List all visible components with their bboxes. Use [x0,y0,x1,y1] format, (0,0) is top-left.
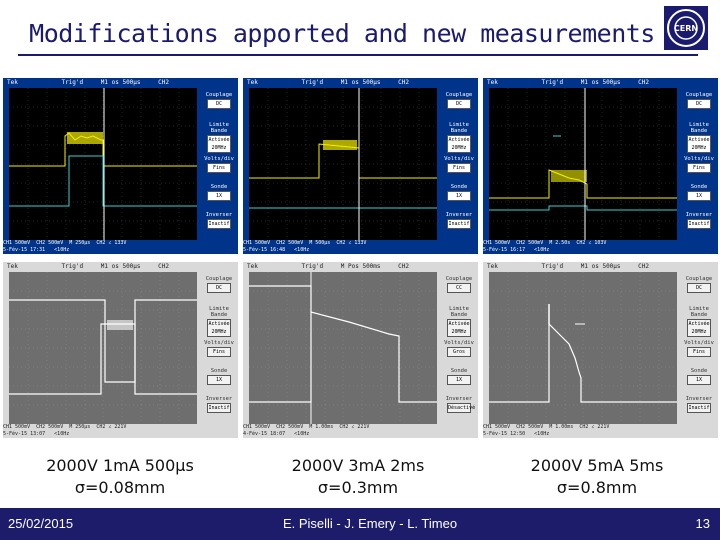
scope-status-bar: CH1 500mV CH2 500mV M 250µs CH2 ∠ 133V 5… [3,240,238,254]
scope-status-bar: CH1 500mV CH2 500mV M 250µs CH2 ∠ 221V 5… [3,424,127,437]
caption-1: 2000V 1mA 500µs σ=0.08mm [5,455,235,499]
scope-screen [249,272,437,424]
caption-settings: 2000V 5mA 5ms [530,456,664,475]
scope-topbar: Tek Trig'd M1 os 500µs CH2 [483,78,718,88]
scope-side-menu: Couplage DC Limite Bande Activée 20MHz Vol… [444,92,474,229]
scope-screen [249,88,437,240]
scope-topbar: Tek Trig'd M Pos 500ms CH2 [247,263,409,270]
footer-date: 25/02/2015 [8,516,74,531]
caption-settings: 2000V 3mA 2ms [291,456,425,475]
scope-status-bar: CH1 500mV CH2 500mV M 2.50s CH2 ∠ 103V 5… [483,240,718,254]
footer-bar [0,508,720,540]
oscilloscope-screenshot-5: Tek Trig'd M Pos 500ms CH2 Couplage CC Li… [243,262,478,438]
scope-screen [9,88,197,240]
scope-screen [9,272,197,424]
scope-side-menu: Couplage DC Limite Bande Activée 20MHz Vol… [684,276,714,413]
caption-sigma: σ=0.08mm [74,478,166,497]
scope-topbar: Tek Trig'd M1 os 500µs CH2 [7,263,169,270]
slide-title: Modifications apported and new measureme… [29,19,655,48]
scope-side-menu: Couplage DC Limite Bande Activée 20MHz Vol… [204,92,234,229]
page-number: 13 [695,516,710,531]
scope-status-bar: CH1 500mV CH2 500mV M 1.00ms CH2 ∠ 221V … [243,424,370,437]
svg-text:CERN: CERN [674,24,698,33]
caption-sigma: σ=0.3mm [317,478,399,497]
scope-topbar: Tek Trig'd M1 os 500µs CH2 [487,263,649,270]
scope-topbar: Tek Trig'd M1 os 500µs CH2 [3,78,238,88]
scope-screen [489,88,677,240]
title-underline [18,54,698,56]
cern-logo-icon: CERN [664,6,708,50]
oscilloscope-screenshot-6: Tek Trig'd M1 os 500µs CH2 Couplage DC Li… [483,262,718,438]
caption-3: 2000V 5mA 5ms σ=0.8mm [482,455,712,499]
scope-topbar: Tek Trig'd M1 os 500µs CH2 [243,78,478,88]
oscilloscope-screenshot-3: Tek Trig'd M1 os 500µs CH2 Couplage DC Li… [483,78,718,254]
oscilloscope-screenshot-2: Tek Trig'd M1 os 500µs CH2 Couplage DC Li… [243,78,478,254]
oscilloscope-screenshot-4: Tek Trig'd M1 os 500µs CH2 Couplage DC Li… [3,262,238,438]
scope-side-menu: Couplage DC Limite Bande Activée 20MHz Vol… [684,92,714,229]
oscilloscope-screenshot-1: Tek Trig'd M1 os 500µs CH2 Couplage DC Li… [3,78,238,254]
scope-status-bar: CH1 500mV CH2 500mV M 1.00ms CH2 ∠ 221V … [483,424,610,437]
caption-sigma: σ=0.8mm [556,478,638,497]
scope-side-menu: Couplage CC Limite Bande Activée 20MHz Vol… [444,276,476,413]
caption-2: 2000V 3mA 2ms σ=0.3mm [243,455,473,499]
scope-screen [489,272,677,424]
footer-authors: E. Piselli - J. Emery - L. Timeo [282,516,458,531]
scope-status-bar: CH1 500mV CH2 500mV M 500µs CH2 ∠ 133V 5… [243,240,478,254]
scope-side-menu: Couplage DC Limite Bande Activée 20MHz Vol… [204,276,234,413]
caption-settings: 2000V 1mA 500µs [46,456,194,475]
